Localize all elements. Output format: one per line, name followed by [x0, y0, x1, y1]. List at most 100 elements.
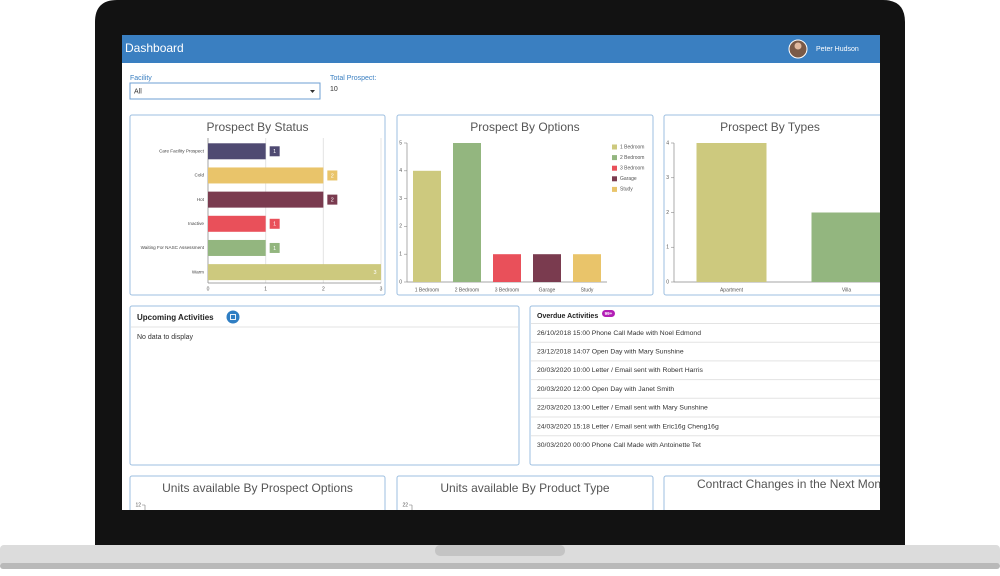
value-label-bg	[269, 242, 280, 253]
legend-label: Study	[620, 187, 633, 193]
top-bar	[122, 35, 880, 63]
x-tick-label: 1 Bedroom	[415, 287, 439, 293]
laptop-notch	[435, 545, 565, 556]
panel	[396, 475, 654, 510]
y-tick-label: 12	[135, 502, 141, 508]
badge	[602, 310, 615, 317]
y-tick-label: 1	[399, 252, 402, 258]
calendar-icon	[230, 314, 236, 320]
y-tick-label: Care Facility Prospect	[159, 149, 205, 154]
y-tick-label: 2	[399, 224, 402, 230]
facility-label: Facility	[130, 75, 152, 82]
x-tick-label: Garage	[539, 287, 556, 293]
y-tick-label: 2	[666, 210, 669, 216]
facility-value: All	[134, 88, 142, 95]
bar	[208, 143, 266, 160]
activity-item[interactable]: 22/03/2020 13:00 Letter / Email sent wit…	[537, 405, 708, 412]
value-label-bg	[269, 146, 280, 157]
bar	[413, 170, 441, 282]
avatar-face	[794, 42, 802, 50]
panel	[129, 305, 520, 466]
value-label: 3	[373, 270, 376, 276]
x-tick-label: 1	[264, 286, 267, 292]
chart-title: Units available By Prospect Options	[162, 481, 353, 495]
activity-item[interactable]: 30/03/2020 00:00 Phone Call Made with An…	[537, 442, 701, 449]
y-tick-label: Inactive	[188, 221, 204, 226]
x-tick-label: 3	[380, 286, 383, 292]
calendar-button[interactable]	[226, 310, 240, 324]
screen: Dashboard Peter Hudson Facility All Tota…	[122, 35, 897, 510]
bar	[533, 254, 561, 282]
chart-title: Prospect By Status	[206, 120, 308, 134]
value-label: 1	[273, 149, 276, 155]
y-tick-label: 1	[666, 245, 669, 251]
x-tick-label: 2 Bedroom	[455, 287, 479, 293]
bar	[453, 143, 481, 282]
legend-label: 1 Bedroom	[620, 144, 644, 150]
y-tick-label: 4	[666, 140, 669, 146]
x-tick-label: 2	[322, 286, 325, 292]
panel-title: Overdue Activities	[537, 313, 598, 320]
legend-swatch	[612, 176, 617, 182]
y-tick-label: 0	[399, 279, 402, 285]
activity-item[interactable]: 20/03/2020 10:00 Letter / Email sent wit…	[537, 367, 703, 374]
select-arrow	[310, 90, 315, 93]
y-tick-label: Waiting For NASC Assessment	[141, 245, 205, 250]
y-tick-label: Hot	[197, 197, 205, 202]
bar	[208, 264, 381, 281]
x-tick-label: Villa	[842, 287, 852, 293]
bar	[573, 254, 601, 282]
y-tick-label: 22	[402, 502, 408, 508]
user-name[interactable]: Peter Hudson	[816, 46, 859, 53]
chart-title: Prospect By Types	[720, 120, 820, 134]
x-tick-label: 3 Bedroom	[495, 287, 519, 293]
value-label: 1	[273, 222, 276, 228]
value-label: 2	[331, 198, 334, 204]
legend-swatch	[612, 155, 617, 161]
badge-text: 99+	[605, 311, 613, 316]
bar	[696, 143, 767, 282]
legend-label: 3 Bedroom	[620, 166, 644, 172]
bar	[208, 191, 324, 208]
y-tick-label: 0	[666, 279, 669, 285]
x-tick-label: Study	[581, 287, 594, 293]
laptop-base-edge	[0, 563, 1000, 569]
x-tick-label: Apartment	[720, 287, 744, 293]
bar	[811, 212, 880, 282]
value-label: 2	[331, 173, 334, 179]
chart-title: Contract Changes in the Next Months	[697, 477, 897, 491]
total-value: 10	[330, 86, 338, 93]
value-label: 1	[273, 246, 276, 252]
legend-swatch	[612, 144, 617, 150]
value-label-bg	[269, 218, 280, 229]
empty-message: No data to display	[137, 334, 194, 341]
total-label: Total Prospect:	[330, 75, 376, 82]
panel	[663, 475, 880, 510]
y-tick-label: 4	[399, 168, 402, 174]
legend-label: 2 Bedroom	[620, 155, 644, 161]
bar	[208, 215, 266, 232]
bar	[208, 239, 266, 256]
legend-swatch	[612, 165, 617, 171]
activity-item[interactable]: 20/03/2020 12:00 Open Day with Janet Smi…	[537, 386, 674, 393]
bar	[493, 254, 521, 282]
activity-item[interactable]: 24/03/2020 15:18 Letter / Email sent wit…	[537, 423, 719, 430]
panel	[129, 475, 386, 510]
x-tick-label: 0	[207, 286, 210, 292]
legend-label: Garage	[620, 176, 637, 182]
value-label-bg	[327, 170, 338, 181]
panel-title: Upcoming Activities	[137, 313, 214, 322]
chart-title: Prospect By Options	[470, 120, 579, 134]
y-tick-label: Cold	[195, 173, 205, 178]
activity-item[interactable]: 23/12/2018 14:07 Open Day with Mary Suns…	[537, 348, 684, 355]
activity-item[interactable]: 26/10/2018 15:00 Phone Call Made with No…	[537, 330, 701, 337]
facility-select[interactable]	[129, 82, 321, 100]
chart-title: Units available By Product Type	[440, 481, 610, 495]
panel	[529, 305, 880, 466]
page-title: Dashboard	[125, 41, 184, 55]
legend-swatch	[612, 186, 617, 192]
bar	[208, 167, 324, 184]
y-tick-label: 5	[399, 140, 402, 146]
y-tick-label: 3	[399, 196, 402, 202]
